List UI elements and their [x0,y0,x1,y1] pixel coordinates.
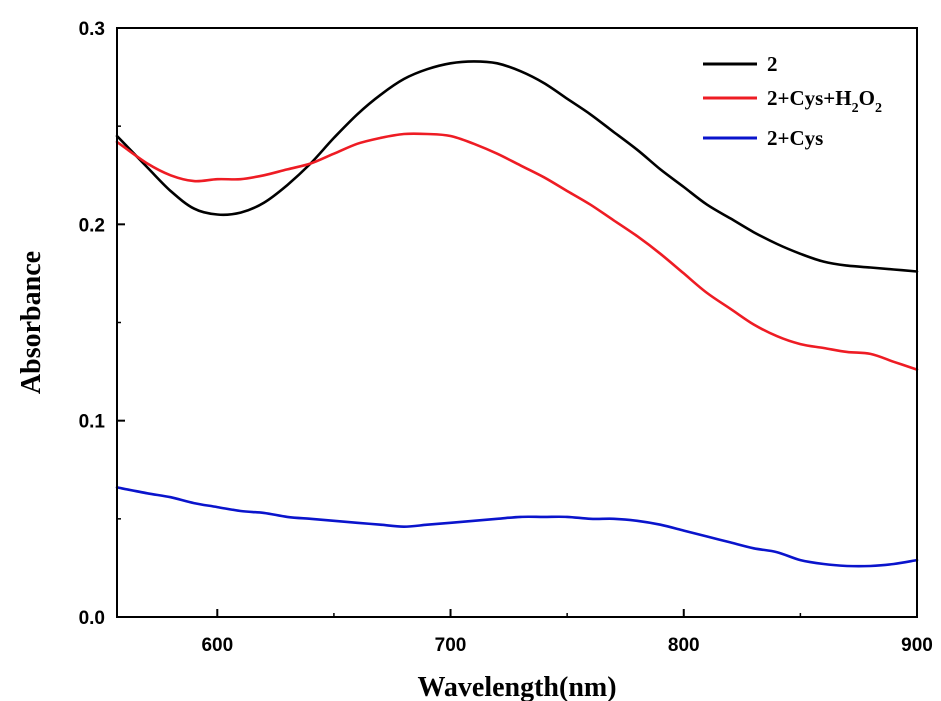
y-tick-label-0: 0.0 [79,608,105,629]
legend: 2 2+Cys+H2O2 2+Cys [703,52,882,150]
series-line-2-cys-h2o2 [115,132,919,371]
x-tick-label-900: 900 [901,635,933,656]
y-axis-title: Absorbance [16,251,47,394]
series-line-2-cys [115,486,919,568]
y-tick-label-1: 0.1 [79,412,106,433]
x-tick-label-600: 600 [201,635,233,656]
legend-label: 2+Cys [767,126,823,150]
plot-frame [116,27,918,618]
legend-label: 2 [767,52,778,76]
legend-item-2-cys: 2+Cys [703,126,823,150]
y-tick-label-2: 0.2 [79,215,105,236]
y-tick-label-3: 0.3 [79,19,105,40]
axis-layer: 600 700 800 900 0.0 0.1 0.2 0.3 [79,19,933,656]
legend-item-2: 2 [703,52,778,76]
x-tick-label-800: 800 [668,635,700,656]
legend-label: 2+Cys+H2O2 [767,86,882,116]
x-tick-label-700: 700 [435,635,467,656]
series-layer [115,60,919,568]
series-line-2 [115,60,919,273]
legend-item-2-cys-h2o2: 2+Cys+H2O2 [703,86,882,116]
x-axis-title: Wavelength(nm) [417,672,616,701]
